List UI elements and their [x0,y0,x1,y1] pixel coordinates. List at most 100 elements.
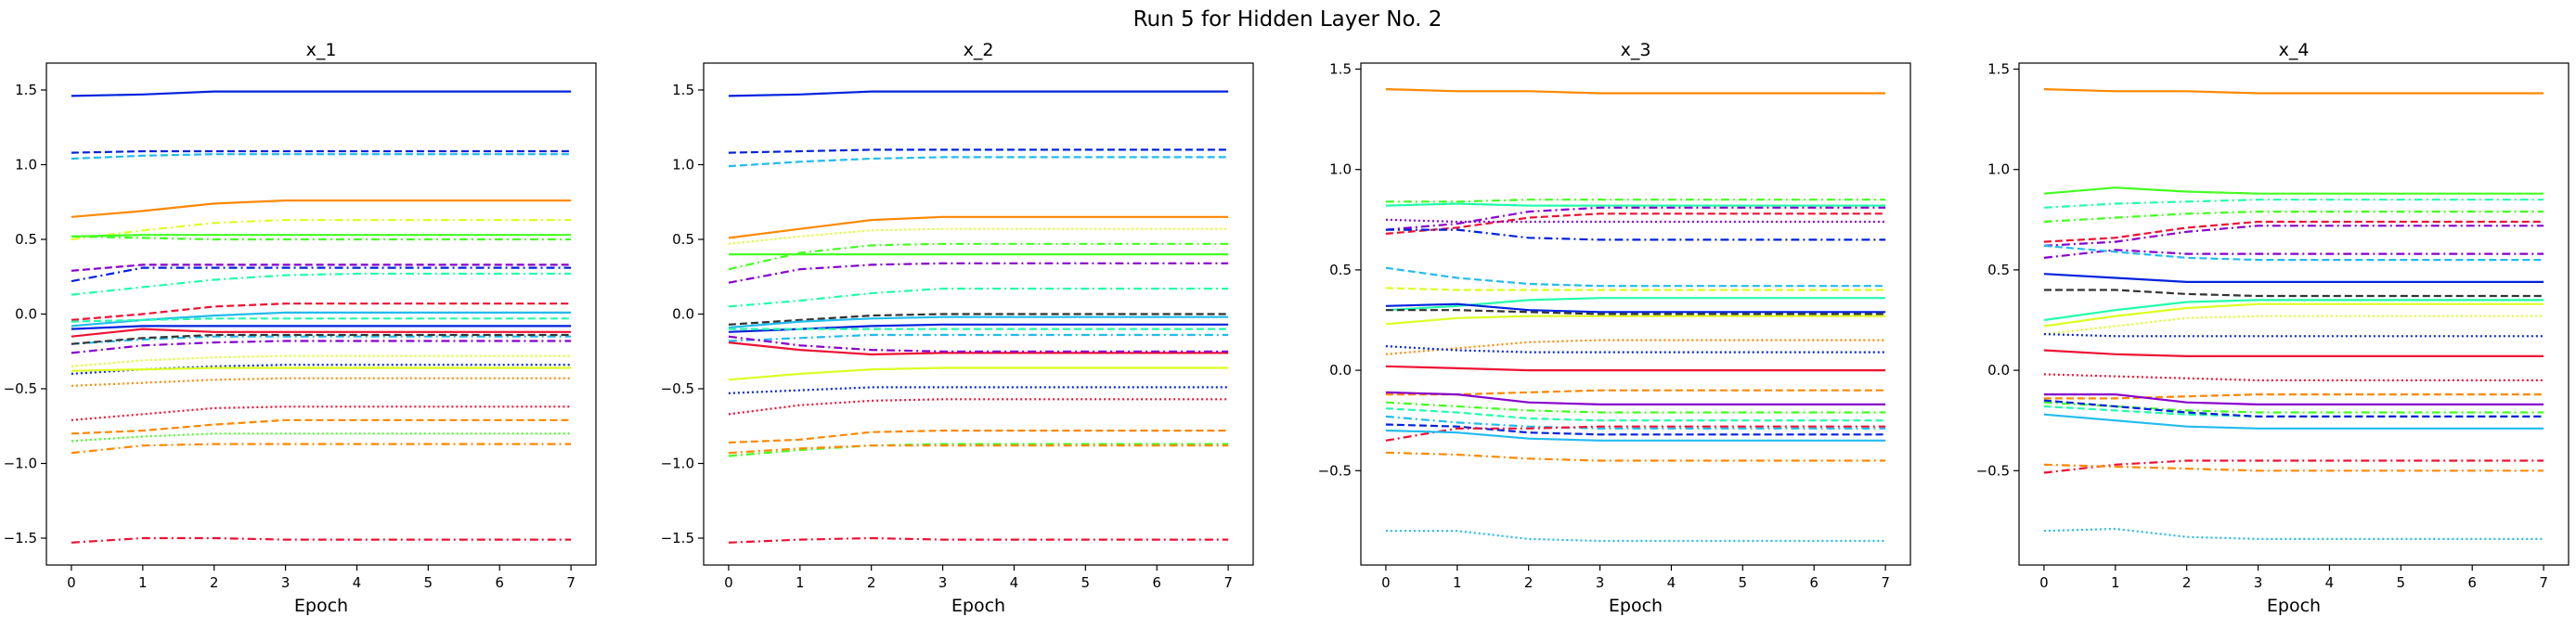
x-tick-label: 4 [2325,574,2335,591]
series-line-5 [728,227,1229,245]
series-line-17 [1385,389,1886,396]
series-line-1 [71,90,572,97]
series-line-18 [728,386,1229,394]
series-line-4 [1385,206,1886,231]
series-line-10 [728,313,1229,326]
series-line-21 [728,443,1229,457]
x-tick-label: 1 [2111,574,2120,591]
y-tick-label: 1.0 [15,156,37,173]
series-line-17 [2043,393,2544,400]
series-line-7 [71,235,572,241]
series-line-2 [728,148,1229,154]
y-tick-label: 0.5 [672,231,694,248]
series-line-19 [71,333,572,345]
x-tick-label: 0 [67,574,76,591]
y-tick-label: 0.5 [15,231,37,248]
series-line-9 [728,288,1229,308]
y-tick-label: −1.0 [661,456,694,472]
series-line-25 [71,432,572,443]
x-axis-label: Epoch [951,596,1005,616]
plot-area [2043,88,2544,541]
subplot-title: x_3 [1621,40,1651,60]
y-tick-label: −0.5 [1318,462,1352,479]
series-line-3 [2043,199,2544,209]
series-line-12 [2043,302,2544,328]
x-tick-label: 5 [424,574,434,591]
x-tick-label: 4 [353,574,362,591]
x-tick-label: 5 [1081,574,1091,591]
series-line-8 [728,262,1229,284]
series-line-9 [1385,287,1886,291]
x-tick-label: 3 [1596,574,1605,591]
x-tick-label: 0 [724,574,733,591]
x-tick-label: 2 [867,574,876,591]
axes-frame [1360,62,1911,566]
series-line-4 [2043,211,2544,224]
x-tick-label: 1 [138,574,148,591]
y-tick-label: 0.0 [672,306,694,323]
series-line-4 [728,215,1229,239]
x-tick-label: 3 [281,574,291,591]
axes-frame [45,62,597,566]
series-line-6 [2043,225,2544,247]
y-tick-label: −0.5 [4,380,37,397]
series-line-23 [1385,425,1886,442]
series-line-13 [71,317,572,323]
x-tick-label: 1 [1453,574,1462,591]
series-line-5 [2043,220,2544,243]
x-tick-label: 6 [495,574,504,591]
x-tick-label: 3 [938,574,948,591]
x-tick-label: 2 [210,574,219,591]
series-line-13 [1385,315,1886,326]
series-line-22 [728,444,1229,455]
series-line-10 [2043,289,2544,298]
x-axis-label: Epoch [1609,596,1663,616]
series-line-5 [71,219,572,241]
series-line-1 [1385,88,1886,95]
y-tick-label: −1.5 [4,530,37,546]
y-tick-label: 0.0 [15,306,37,323]
series-line-22 [71,377,572,387]
series-line-21 [1385,415,1886,430]
series-line-2 [71,149,572,154]
series-line-20 [1385,407,1886,422]
y-tick-label: 0.0 [1987,362,2010,379]
series-line-14 [1385,339,1886,355]
x-tick-label: 6 [1809,574,1819,591]
subplot-4: 0 1 2 3 4 5 6 7 −0.5 0.0 0.5 1.0 1.5 x_4 Epoch [1976,40,2570,616]
x-tick-label: 7 [2539,574,2548,591]
series-line-11 [728,315,1229,329]
series-line-8 [71,264,572,272]
x-tick-label: 6 [1152,574,1161,591]
series-line-9 [2043,273,2544,283]
series-line-7 [2043,249,2544,259]
y-tick-label: 1.5 [15,82,37,98]
series-line-14 [2043,333,2544,338]
x-tick-label: 4 [1010,574,1019,591]
series-line-22 [2043,413,2544,430]
subplot-title: x_4 [2279,40,2310,60]
y-tick-label: 1.0 [1329,161,1352,178]
x-tick-label: 0 [2039,574,2049,591]
y-tick-label: 0.0 [1329,362,1352,379]
series-line-18 [71,354,572,367]
series-line-11 [2043,299,2544,322]
series-line-25 [1385,451,1886,462]
series-line-12 [1385,309,1886,315]
subplot-3: 0 1 2 3 4 5 6 7 −0.5 0.0 0.5 1.0 1.5 x_3 Epoch [1318,40,1911,616]
series-line-8 [2043,244,2544,262]
series-line-2 [2043,186,2544,195]
series-line-17 [728,366,1229,381]
figure-title: Run 5 for Hidden Layer No. 2 [1133,7,1443,32]
series-line-5 [1385,212,1886,235]
series-line-7 [1385,228,1886,241]
x-tick-label: 7 [566,574,576,591]
series-line-16 [1385,365,1886,372]
series-line-3 [728,156,1229,168]
series-line-3 [1385,202,1886,207]
series-line-6 [728,242,1229,271]
series-line-25 [2043,527,2544,541]
series-line-4 [71,199,572,218]
series-line-18 [1385,391,1886,405]
series-line-21 [71,366,572,372]
